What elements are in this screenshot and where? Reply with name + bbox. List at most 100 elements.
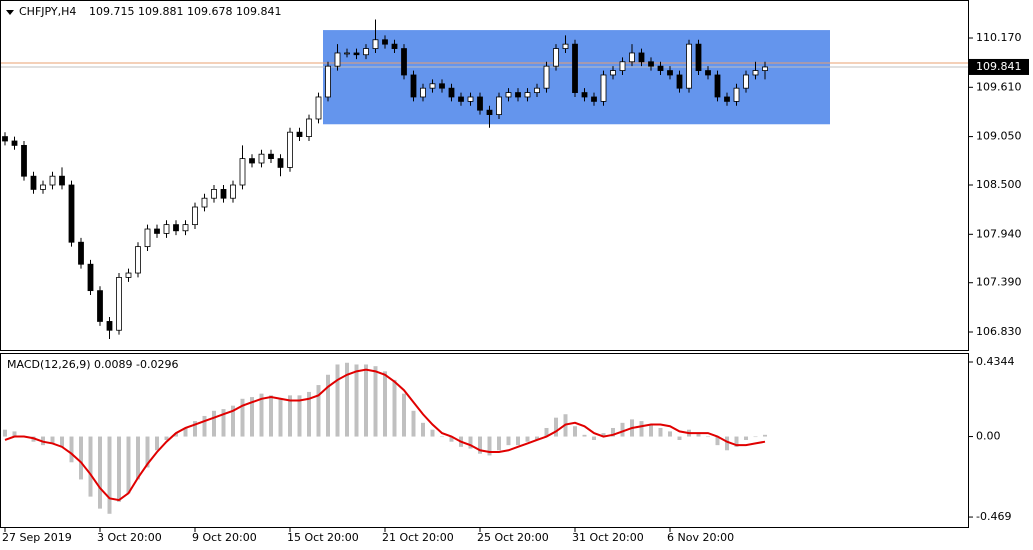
y-tick-label: 107.390 <box>976 276 1022 289</box>
histogram-bar <box>69 436 74 463</box>
histogram-bar <box>326 374 330 437</box>
histogram-bar <box>478 436 482 454</box>
y-tick-label: 109.050 <box>976 130 1022 143</box>
price-tag <box>969 58 1029 75</box>
candle <box>553 44 559 71</box>
candle <box>619 57 626 75</box>
histogram-bar <box>316 385 321 437</box>
histogram-bar <box>50 436 55 444</box>
candle <box>220 185 227 203</box>
y-tick-label: 0.00 <box>976 430 1001 443</box>
histogram-bar <box>535 436 539 440</box>
histogram-bar <box>582 434 587 437</box>
histogram-bar <box>658 427 663 437</box>
histogram-bar <box>706 436 710 438</box>
candle-body <box>372 39 379 49</box>
candle-body <box>173 224 179 232</box>
candle-body <box>648 61 654 67</box>
histogram-bar <box>107 436 112 514</box>
histogram-bar <box>554 417 558 437</box>
main-frame <box>0 0 969 351</box>
candle <box>325 61 331 102</box>
histogram-bar <box>487 436 492 456</box>
candle <box>648 57 654 71</box>
y-tick-label: 107.940 <box>976 227 1022 240</box>
candle <box>505 88 512 102</box>
candle-body <box>515 92 521 98</box>
histogram-bar <box>335 364 340 437</box>
menu-arrow[interactable] <box>6 10 14 15</box>
histogram-bar <box>430 429 435 437</box>
candle <box>486 105 493 128</box>
candle-body <box>448 87 455 98</box>
candle <box>11 136 18 150</box>
candle <box>667 66 673 80</box>
histogram-bar <box>136 436 140 480</box>
candle <box>87 259 94 296</box>
candle-body <box>268 153 274 159</box>
candle <box>752 61 759 80</box>
candle-body <box>667 70 673 76</box>
candle <box>106 317 113 340</box>
candle-body <box>543 65 550 89</box>
candle-body <box>524 92 531 98</box>
candle <box>59 167 65 190</box>
candle-body <box>363 48 369 56</box>
candle-body <box>344 52 350 55</box>
candle-body <box>116 277 122 331</box>
histogram-bar <box>3 429 7 437</box>
candle <box>315 92 322 124</box>
histogram-bar <box>373 366 378 437</box>
histogram-bar <box>383 371 387 437</box>
candle <box>657 61 664 75</box>
candle <box>448 83 455 102</box>
candle-body <box>467 96 474 102</box>
candle <box>125 268 132 282</box>
candle <box>420 83 426 102</box>
candle-body <box>572 43 578 93</box>
candle-body <box>420 87 426 98</box>
candle-body <box>695 43 702 71</box>
candle <box>391 39 398 53</box>
candle-body <box>657 65 664 71</box>
histogram-bar <box>250 397 254 437</box>
candle <box>496 92 502 119</box>
candle <box>372 19 379 53</box>
histogram-bar <box>611 427 615 437</box>
histogram-bar <box>677 436 682 440</box>
histogram-bar <box>12 431 17 437</box>
candle-body <box>752 70 759 76</box>
candle-body <box>638 52 645 63</box>
histogram-bar <box>117 436 121 502</box>
candle-body <box>477 96 483 111</box>
histogram-bar <box>392 379 397 437</box>
candle <box>733 83 740 106</box>
candle-body <box>401 48 407 76</box>
candle-body <box>458 96 464 102</box>
histogram-bar <box>297 395 302 437</box>
candle <box>410 70 417 102</box>
x-tick-label: 6 Nov 20:00 <box>667 531 734 544</box>
candle <box>268 149 274 164</box>
candle <box>543 61 550 93</box>
candle-body <box>78 241 84 265</box>
histogram-bar <box>345 362 349 437</box>
histogram-bar <box>259 393 264 437</box>
candle <box>562 35 569 53</box>
candle <box>230 180 236 203</box>
histogram-bar <box>145 436 150 468</box>
y-tick-label: 110.170 <box>976 31 1022 44</box>
candle <box>78 237 84 269</box>
candle <box>676 70 683 93</box>
candle-body <box>296 131 303 137</box>
candle-body <box>486 109 493 115</box>
candle <box>296 127 303 141</box>
candle-body <box>762 66 768 71</box>
candle-body <box>705 70 711 76</box>
candle-body <box>676 74 683 89</box>
histogram-bar <box>155 436 159 451</box>
histogram-bar <box>79 436 83 480</box>
histogram-bar <box>639 421 644 437</box>
candle-body <box>106 321 113 331</box>
